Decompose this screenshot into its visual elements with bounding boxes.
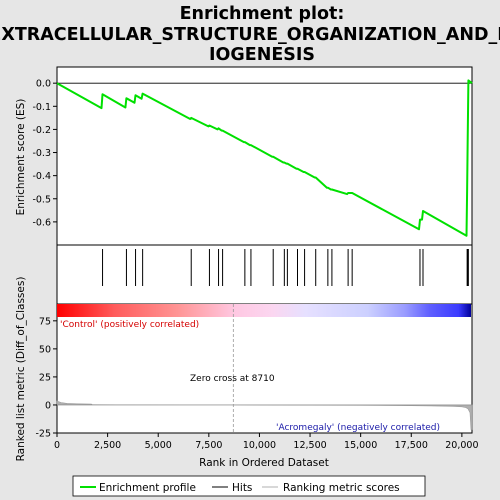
x-tick-label-8: 20,000 bbox=[445, 440, 478, 451]
metric-y-tick-label-2: 25 bbox=[39, 372, 51, 383]
x-tick-label-3: 7,500 bbox=[195, 440, 222, 451]
metric-y-tick-label-1: 50 bbox=[39, 344, 51, 355]
ranked-metric-area bbox=[56, 400, 473, 430]
x-tick-label-4: 10,000 bbox=[243, 440, 276, 451]
chart-title-line-1: Enrichment plot: bbox=[180, 4, 345, 24]
es-y-tick-label-2: -0.2 bbox=[32, 125, 51, 136]
x-tick-label-6: 15,000 bbox=[344, 440, 377, 451]
metric-colorbar bbox=[57, 304, 471, 317]
zero-cross-label: Zero cross at 8710 bbox=[190, 374, 275, 384]
es-y-tick-label-0: 0.0 bbox=[36, 79, 51, 90]
x-tick-label-2: 5,000 bbox=[145, 440, 172, 451]
metric-y-tick-label-4: -25 bbox=[35, 429, 51, 440]
es-y-tick-label-5: -0.5 bbox=[32, 194, 51, 205]
es-y-axis-label: Enrichment score (ES) bbox=[15, 99, 27, 216]
rank-colorbar bbox=[57, 304, 471, 317]
x-tick-label-5: 12,500 bbox=[293, 440, 326, 451]
metric-layer bbox=[56, 304, 473, 433]
es-y-tick-label-6: -0.6 bbox=[32, 217, 51, 228]
es-y-tick-label-4: -0.4 bbox=[32, 171, 51, 182]
x-axis-label: Rank in Ordered Dataset bbox=[199, 457, 329, 469]
legend-metric-label: Ranking metric scores bbox=[283, 482, 400, 494]
metric-y-tick-label-0: 75 bbox=[39, 316, 51, 327]
legend-profile-label: Enrichment profile bbox=[99, 482, 196, 494]
es-y-tick-label-1: -0.1 bbox=[32, 102, 51, 113]
es-layer bbox=[56, 79, 473, 237]
hits-panel bbox=[56, 244, 473, 305]
negative-correlation-label: 'Acromegaly' (negatively correlated) bbox=[276, 423, 440, 433]
legend-hits-label: Hits bbox=[232, 482, 252, 494]
hits-layer bbox=[102, 249, 469, 286]
es-panel bbox=[56, 66, 473, 246]
positive-correlation-label: 'Control' (positively correlated) bbox=[60, 320, 199, 330]
metric-panel bbox=[56, 303, 473, 434]
metric-y-axis-label: Ranked list metric (Diff_of_Classes) bbox=[15, 277, 27, 462]
axis-layer: 0 2,500 5,000 7,500 10,000 12,500 15,000 17,500… bbox=[32, 79, 478, 451]
chart-title-line-2: EXTRACELLULAR_STRUCTURE_ORGANIZATION_AND… bbox=[0, 25, 500, 45]
x-tick-label-1: 2,500 bbox=[94, 440, 121, 451]
x-tick-label-7: 17,500 bbox=[395, 440, 428, 451]
chart-title-line-3: IOGENESIS bbox=[209, 45, 315, 65]
legend-box bbox=[72, 475, 426, 497]
x-tick-label-0: 0 bbox=[54, 440, 60, 451]
legend: Enrichment profile Hits Ranking metric s… bbox=[72, 475, 426, 497]
es-y-tick-label-3: -0.3 bbox=[32, 148, 51, 159]
enrichment-profile-line bbox=[56, 79, 473, 237]
metric-y-tick-label-3: 0 bbox=[45, 400, 51, 411]
